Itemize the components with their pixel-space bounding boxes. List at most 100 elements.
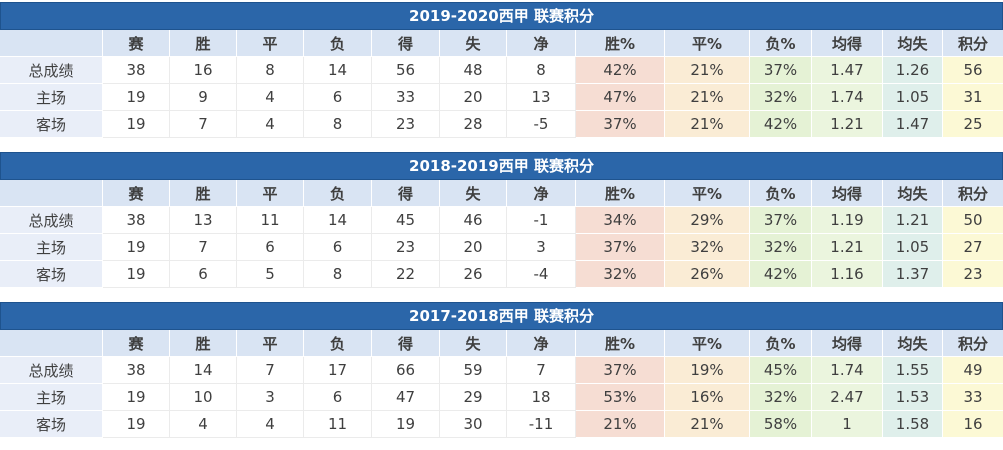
column-header: 胜 — [170, 30, 237, 57]
stat-cell: 8 — [507, 57, 576, 84]
stat-cell: 23 — [372, 234, 440, 261]
stat-cell: 1.05 — [883, 234, 943, 261]
stat-cell: 37% — [750, 207, 812, 234]
stat-cell: 1.21 — [883, 207, 943, 234]
stats-grid: 赛胜平负得失净胜% 平% 负% 均得 均失 积分 总成绩 38 13 11 14 45 46 -1 34% 2… — [0, 180, 1003, 288]
column-header: 胜 — [170, 330, 237, 357]
stat-cell: 1.37 — [883, 261, 943, 288]
column-header: 负% — [750, 30, 812, 57]
season-table: 2017-2018西甲 联赛积分赛胜平负得失净胜% 平% 负% 均得 均失 积分 总成绩 38… — [0, 302, 1003, 438]
stat-cell: 47% — [576, 84, 665, 111]
stat-cell: 23 — [943, 261, 1003, 288]
stat-cell: 1.21 — [812, 234, 883, 261]
stat-cell: 37% — [576, 234, 665, 261]
stat-cell: 21% — [576, 411, 665, 438]
stat-cell: 29% — [665, 207, 750, 234]
stat-cell: 42% — [576, 57, 665, 84]
stat-cell: 21% — [665, 84, 750, 111]
stat-cell: 7 — [237, 357, 304, 384]
column-header: 积分 — [943, 180, 1003, 207]
stat-cell: -4 — [507, 261, 576, 288]
column-header: 负 — [304, 30, 372, 57]
stat-cell: 31 — [943, 84, 1003, 111]
stat-cell: 1.58 — [883, 411, 943, 438]
column-header: 积分 — [943, 30, 1003, 57]
stat-cell: 8 — [237, 57, 304, 84]
stats-row: 主场 19 10 3 6 47 29 18 53% 16% 32% 2.47 1.53 33 — [0, 384, 1003, 411]
column-header: 平% — [665, 180, 750, 207]
column-header: 负% — [750, 180, 812, 207]
stats-row: 总成绩 38 14 7 17 66 59 7 37% 19% 45% 1.74 1.55 49 — [0, 357, 1003, 384]
stat-cell: 19% — [665, 357, 750, 384]
stat-cell: 38 — [103, 357, 170, 384]
stat-cell: 53% — [576, 384, 665, 411]
stat-cell: 37% — [576, 357, 665, 384]
stat-cell: 42% — [750, 261, 812, 288]
stat-cell: 19 — [103, 261, 170, 288]
stat-cell: 49 — [943, 357, 1003, 384]
stat-cell: 1.19 — [812, 207, 883, 234]
season-title: 2017-2018西甲 联赛积分 — [0, 302, 1003, 330]
stat-cell: 7 — [170, 111, 237, 138]
stat-cell: 6 — [237, 234, 304, 261]
stat-cell: 45% — [750, 357, 812, 384]
stat-cell: 27 — [943, 234, 1003, 261]
row-label: 客场 — [0, 411, 103, 438]
stat-cell: 47 — [372, 384, 440, 411]
stat-cell: 19 — [103, 111, 170, 138]
stat-cell: 5 — [237, 261, 304, 288]
stat-cell: 21% — [665, 411, 750, 438]
stat-cell: 38 — [103, 57, 170, 84]
stat-cell: 13 — [507, 84, 576, 111]
stat-cell: 16 — [943, 411, 1003, 438]
stat-cell: 13 — [170, 207, 237, 234]
stat-cell: 18 — [507, 384, 576, 411]
stat-cell: 3 — [237, 384, 304, 411]
row-label: 总成绩 — [0, 57, 103, 84]
stat-cell: 11 — [304, 411, 372, 438]
season-title: 2018-2019西甲 联赛积分 — [0, 152, 1003, 180]
stat-cell: 26 — [440, 261, 507, 288]
stat-cell: 38 — [103, 207, 170, 234]
row-label: 总成绩 — [0, 357, 103, 384]
stat-cell: 1.47 — [812, 57, 883, 84]
season-table: 2018-2019西甲 联赛积分赛胜平负得失净胜% 平% 负% 均得 均失 积分 总成绩 38… — [0, 152, 1003, 288]
column-header: 均失 — [883, 30, 943, 57]
season-tables-container: 2019-2020西甲 联赛积分赛胜平负得失净胜% 平% 负% 均得 均失 积分 总成绩 38… — [0, 2, 1003, 438]
column-header: 均失 — [883, 330, 943, 357]
row-label: 总成绩 — [0, 207, 103, 234]
column-header: 积分 — [943, 330, 1003, 357]
stat-cell: -5 — [507, 111, 576, 138]
stat-cell: 9 — [170, 84, 237, 111]
stat-cell: 19 — [103, 384, 170, 411]
stat-cell: 8 — [304, 111, 372, 138]
stat-cell: 4 — [237, 411, 304, 438]
stat-cell: 14 — [304, 207, 372, 234]
stats-row: 客场 19 4 4 11 19 30 -11 21% 21% 58% 1 1.58 16 — [0, 411, 1003, 438]
row-label: 客场 — [0, 111, 103, 138]
stat-cell: 42% — [750, 111, 812, 138]
stat-cell: 21% — [665, 57, 750, 84]
stat-cell: 8 — [304, 261, 372, 288]
stat-cell: 20 — [440, 234, 507, 261]
stat-cell: 56 — [943, 57, 1003, 84]
stats-row: 客场 19 7 4 8 23 28 -5 37% 21% 42% 1.21 1.47 25 — [0, 111, 1003, 138]
column-header: 得 — [372, 330, 440, 357]
stat-cell: 48 — [440, 57, 507, 84]
column-header: 负 — [304, 180, 372, 207]
row-label: 主场 — [0, 234, 103, 261]
column-header: 负 — [304, 330, 372, 357]
column-header: 均得 — [812, 180, 883, 207]
column-header: 平 — [237, 30, 304, 57]
stat-cell: 1.05 — [883, 84, 943, 111]
stat-cell: 6 — [170, 261, 237, 288]
stat-cell: 1.26 — [883, 57, 943, 84]
stat-cell: 7 — [170, 234, 237, 261]
column-header: 赛 — [103, 180, 170, 207]
stats-grid: 赛胜平负得失净胜% 平% 负% 均得 均失 积分 总成绩 38 16 8 14 56 48 8 42% 21%… — [0, 30, 1003, 138]
stat-cell: 29 — [440, 384, 507, 411]
stat-cell: 58% — [750, 411, 812, 438]
stat-cell: 23 — [372, 111, 440, 138]
stat-cell: 33 — [943, 384, 1003, 411]
stat-cell: 32% — [576, 261, 665, 288]
